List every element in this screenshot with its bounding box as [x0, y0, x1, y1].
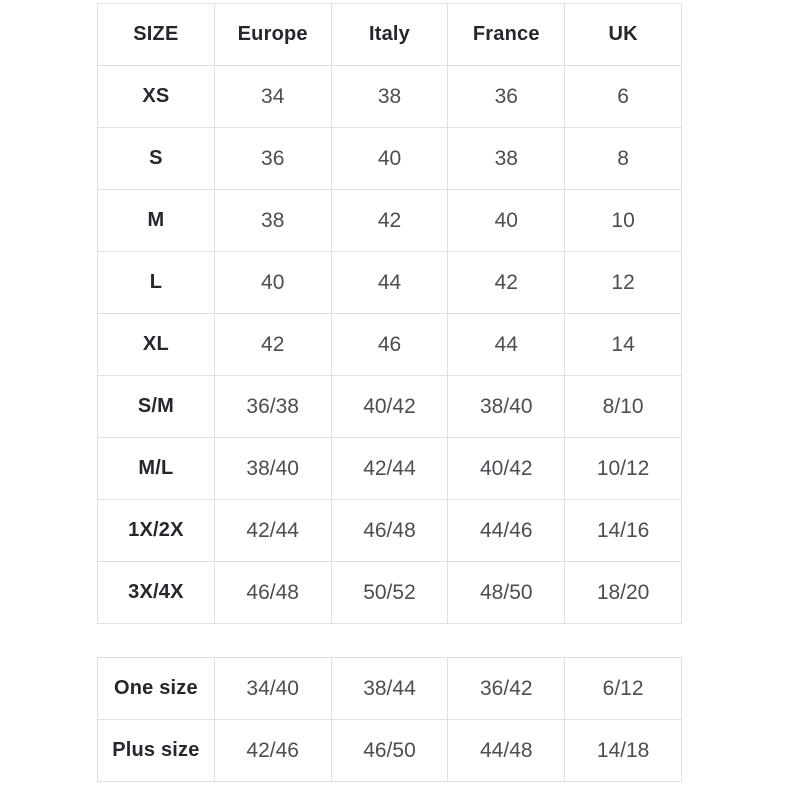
size-value-cell: 38: [330, 65, 449, 128]
extra-table-body: One size 34/40 38/44 36/42 6/12 Plus size 42/4…: [97, 657, 682, 782]
size-value-cell: 14/16: [564, 499, 682, 562]
size-value-cell: 44/48: [447, 719, 566, 782]
size-value-cell: 46: [330, 313, 449, 376]
size-value-cell: 6/12: [564, 657, 682, 720]
size-label-cell: S/M: [97, 375, 215, 438]
table-row: One size 34/40 38/44 36/42 6/12: [97, 657, 682, 720]
size-value-cell: 44/46: [447, 499, 566, 562]
size-value-cell: 36/38: [213, 375, 332, 438]
table-row: 3X/4X 46/48 50/52 48/50 18/20: [97, 561, 682, 624]
size-value-cell: 36/42: [447, 657, 566, 720]
size-value-cell: 44: [447, 313, 566, 376]
table-row: L 40 44 42 12: [97, 251, 682, 314]
table-row: 1X/2X 42/44 46/48 44/46 14/16: [97, 499, 682, 562]
size-value-cell: 8/10: [564, 375, 682, 438]
table-row: XL 42 46 44 14: [97, 313, 682, 376]
size-conversion-table: SIZE Europe Italy France UK XS 34 38 36 6 S 36 40 38…: [97, 3, 682, 624]
size-value-cell: 40/42: [330, 375, 449, 438]
size-value-cell: 38/40: [213, 437, 332, 500]
size-value-cell: 14: [564, 313, 682, 376]
size-value-cell: 38/44: [330, 657, 449, 720]
column-header: Italy: [330, 3, 449, 66]
header-row: SIZE Europe Italy France UK: [97, 3, 682, 66]
size-value-cell: 42/44: [330, 437, 449, 500]
size-value-cell: 48/50: [447, 561, 566, 624]
size-value-cell: 42: [330, 189, 449, 252]
size-value-cell: 42: [447, 251, 566, 314]
table-row: S 36 40 38 8: [97, 127, 682, 190]
size-value-cell: 34/40: [213, 657, 332, 720]
main-table-body: XS 34 38 36 6 S 36 40 38 8 M 38 42 40 10 L 40 44 42 12 XL 42 4…: [97, 65, 682, 624]
size-label-cell: 1X/2X: [97, 499, 215, 562]
size-conversion-table-head: SIZE Europe Italy France UK: [97, 3, 682, 66]
size-value-cell: 38: [447, 127, 566, 190]
size-value-cell: 46/48: [330, 499, 449, 562]
size-label-cell: XL: [97, 313, 215, 376]
size-label-cell: L: [97, 251, 215, 314]
size-value-cell: 46/50: [330, 719, 449, 782]
size-value-cell: 38/40: [447, 375, 566, 438]
column-header: UK: [564, 3, 682, 66]
size-label-cell: S: [97, 127, 215, 190]
size-value-cell: 50/52: [330, 561, 449, 624]
size-label-cell: M/L: [97, 437, 215, 500]
size-value-cell: 46/48: [213, 561, 332, 624]
size-chart-page: SIZE Europe Italy France UK XS 34 38 36 6 S 36 40 38…: [97, 3, 682, 782]
size-value-cell: 40/42: [447, 437, 566, 500]
size-value-cell: 18/20: [564, 561, 682, 624]
size-value-cell: 36: [213, 127, 332, 190]
size-value-cell: 10: [564, 189, 682, 252]
size-value-cell: 8: [564, 127, 682, 190]
size-value-cell: 42/46: [213, 719, 332, 782]
size-value-cell: 34: [213, 65, 332, 128]
column-header: France: [447, 3, 566, 66]
size-label-cell: M: [97, 189, 215, 252]
column-header: SIZE: [97, 3, 215, 66]
table-row: M/L 38/40 42/44 40/42 10/12: [97, 437, 682, 500]
size-label-cell: One size: [97, 657, 215, 720]
size-value-cell: 44: [330, 251, 449, 314]
size-value-cell: 10/12: [564, 437, 682, 500]
table-row: S/M 36/38 40/42 38/40 8/10: [97, 375, 682, 438]
column-header: Europe: [213, 3, 332, 66]
size-label-cell: 3X/4X: [97, 561, 215, 624]
table-row: Plus size 42/46 46/50 44/48 14/18: [97, 719, 682, 782]
special-sizes-table: One size 34/40 38/44 36/42 6/12 Plus size 42/4…: [97, 657, 682, 782]
table-row: XS 34 38 36 6: [97, 65, 682, 128]
size-value-cell: 40: [447, 189, 566, 252]
table-row: M 38 42 40 10: [97, 189, 682, 252]
size-value-cell: 12: [564, 251, 682, 314]
size-value-cell: 14/18: [564, 719, 682, 782]
size-label-cell: XS: [97, 65, 215, 128]
size-value-cell: 42/44: [213, 499, 332, 562]
size-value-cell: 36: [447, 65, 566, 128]
size-value-cell: 6: [564, 65, 682, 128]
size-value-cell: 42: [213, 313, 332, 376]
size-label-cell: Plus size: [97, 719, 215, 782]
size-value-cell: 38: [213, 189, 332, 252]
size-value-cell: 40: [330, 127, 449, 190]
size-value-cell: 40: [213, 251, 332, 314]
